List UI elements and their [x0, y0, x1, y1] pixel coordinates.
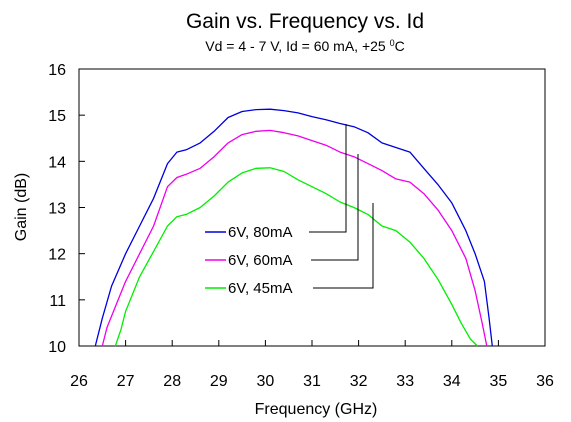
- x-tick-label: 26: [70, 373, 88, 390]
- chart-subtitle-superscript: 0: [390, 38, 395, 48]
- chart-subtitle-unit: C: [395, 38, 405, 54]
- x-tick-label: 29: [210, 373, 228, 390]
- leader-line-80ma: [309, 124, 347, 233]
- x-tick-label: 35: [490, 373, 508, 390]
- x-tick-label: 33: [396, 373, 414, 390]
- x-tick-label: 32: [350, 373, 368, 390]
- ticks-layer: 26 27 28 29 30 31 32 33 34 35 36 10 11 12 13 14 15 16: [48, 62, 554, 390]
- x-tick-label: 27: [117, 373, 135, 390]
- y-tick-label: 12: [48, 247, 66, 264]
- x-tick-label: 36: [536, 373, 554, 390]
- x-tick-label: 34: [443, 373, 461, 390]
- y-tick-label: 15: [48, 108, 66, 125]
- legend-label-45ma: 6V, 45mA: [228, 280, 293, 297]
- legend: 6V, 80mA 6V, 60mA 6V, 45mA: [200, 124, 374, 297]
- leader-line-45ma: [313, 203, 374, 289]
- chart-title: Gain vs. Frequency vs. Id: [186, 10, 424, 33]
- x-tick-label: 31: [303, 373, 321, 390]
- series-layer: [94, 108, 493, 347]
- y-tick-label: 13: [48, 201, 66, 218]
- legend-background: [200, 215, 346, 297]
- y-axis-label: Gain (dB): [13, 173, 30, 241]
- legend-label-60ma: 6V, 60mA: [228, 252, 293, 269]
- y-tick-label: 11: [49, 293, 66, 310]
- legend-label-80ma: 6V, 80mA: [228, 224, 293, 241]
- x-tick-label: 30: [257, 373, 275, 390]
- y-tick-label: 10: [48, 339, 66, 356]
- x-tick-label: 28: [163, 373, 181, 390]
- series-line-80ma: [94, 108, 493, 347]
- series-line-45ma: [114, 167, 478, 347]
- x-axis-label: Frequency (GHz): [255, 401, 378, 418]
- y-tick-label: 14: [48, 154, 66, 171]
- chart-subtitle-main: Vd = 4 - 7 V, Id = 60 mA, +25: [205, 38, 389, 54]
- leader-line-60ma: [311, 154, 359, 261]
- series-line-60ma: [101, 129, 488, 347]
- chart-subtitle: Vd = 4 - 7 V, Id = 60 mA, +25 0C: [205, 38, 404, 54]
- y-tick-label: 16: [48, 62, 66, 79]
